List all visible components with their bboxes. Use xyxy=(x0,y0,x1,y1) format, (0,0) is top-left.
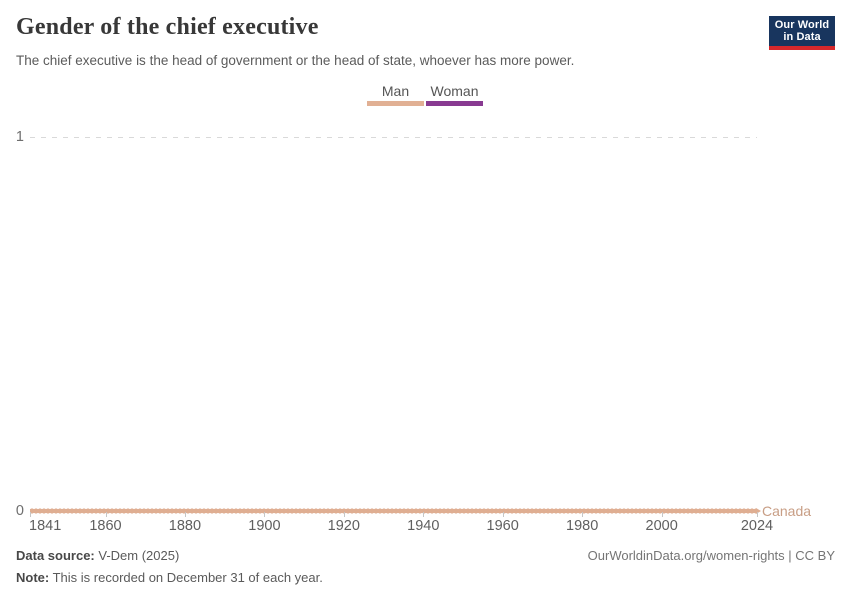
data-source-label: Data source: xyxy=(16,548,95,563)
x-axis-tick xyxy=(757,512,758,517)
note-value: This is recorded on December 31 of each … xyxy=(52,570,323,585)
chart-subtitle: The chief executive is the head of gover… xyxy=(16,53,575,68)
legend-swatch-man xyxy=(367,101,424,106)
owid-logo-line2: in Data xyxy=(783,31,821,43)
x-axis-tick xyxy=(661,512,663,517)
x-axis-tick xyxy=(30,512,31,517)
legend-label-man: Man xyxy=(381,83,410,99)
x-axis-tick-label: 1960 xyxy=(486,518,519,534)
page-title: Gender of the chief executive xyxy=(16,14,319,40)
gridline-y1 xyxy=(30,137,757,138)
x-axis-tick xyxy=(264,512,266,517)
chart-legend: Man Woman xyxy=(0,83,850,106)
data-source-value[interactable]: V-Dem (2025) xyxy=(98,548,180,563)
x-axis-tick-label: 2000 xyxy=(645,518,678,534)
owid-logo[interactable]: Our World in Data xyxy=(769,16,835,50)
note-label: Note: xyxy=(16,570,50,585)
entity-label-canada: Canada xyxy=(762,503,812,519)
x-axis-tick xyxy=(582,512,584,517)
x-axis-tick xyxy=(105,512,107,517)
x-axis-tick xyxy=(502,512,504,517)
x-axis-tick-label: 1841 xyxy=(29,518,62,534)
y-axis-tick-label-0: 0 xyxy=(15,503,24,519)
legend-item-woman[interactable]: Woman xyxy=(426,83,483,106)
x-axis-tick xyxy=(423,512,425,517)
legend-item-man[interactable]: Man xyxy=(367,83,424,106)
x-axis-tick-label: 1920 xyxy=(327,518,360,534)
footer-left: Data source: V-Dem (2025) Note: This is … xyxy=(16,548,323,592)
x-axis-tick-label: 1880 xyxy=(168,518,202,534)
x-axis-tick xyxy=(343,512,345,517)
x-axis-tick-label: 1860 xyxy=(89,518,122,534)
data-source-line: Data source: V-Dem (2025) xyxy=(16,548,323,563)
y-axis-tick-label-1: 1 xyxy=(15,129,24,145)
footer-link[interactable]: OurWorldinData.org/women-rights | CC BY xyxy=(587,548,835,563)
x-axis-tick xyxy=(184,512,186,517)
legend-swatch-woman xyxy=(426,101,483,106)
x-axis-tick-label: 1940 xyxy=(407,518,440,534)
x-axis-tick-label: 1900 xyxy=(248,518,281,534)
owid-logo-red-bar xyxy=(769,46,835,50)
note-line: Note: This is recorded on December 31 of… xyxy=(16,570,323,585)
owid-logo-line1: Our World xyxy=(774,19,830,31)
series-line-canada[interactable] xyxy=(30,508,761,514)
x-axis-tick-label: 1980 xyxy=(566,518,599,534)
legend-label-woman: Woman xyxy=(430,83,479,99)
x-axis-tick-label: 2024 xyxy=(740,518,774,534)
owid-logo-text: Our World in Data xyxy=(769,16,835,46)
